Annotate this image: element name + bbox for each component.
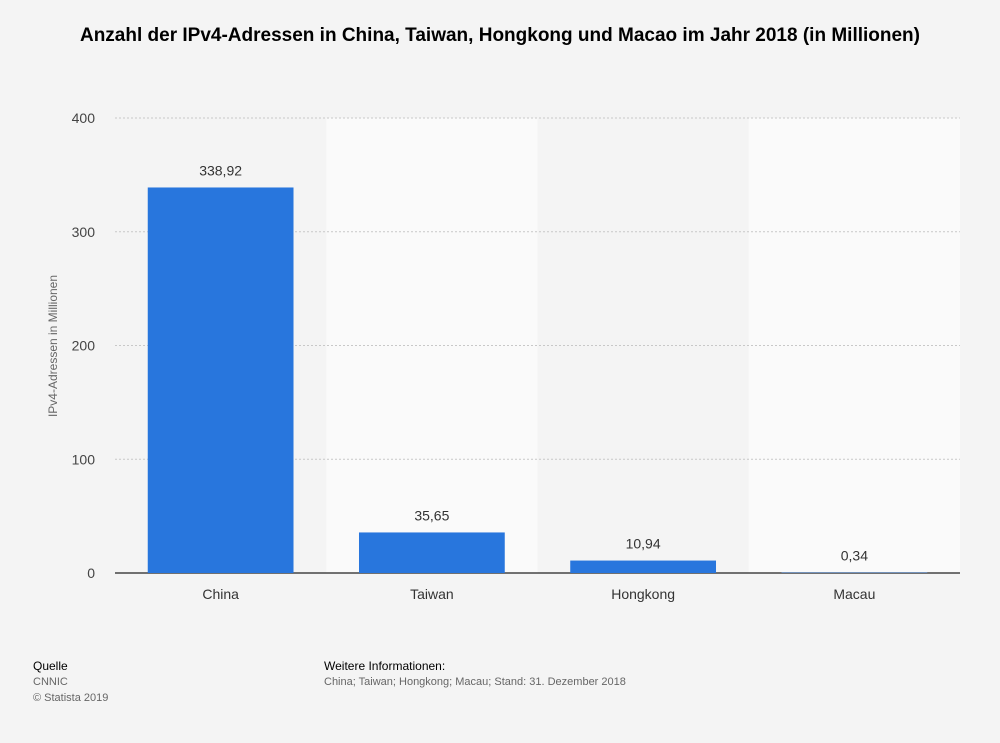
y-tick-label-300: 300 <box>72 224 96 240</box>
y-tick-label-100: 100 <box>72 451 96 467</box>
source-name: CNNIC <box>33 676 68 688</box>
x-tick-label-taiwan: Taiwan <box>410 586 454 602</box>
y-tick-label-400: 400 <box>72 110 96 126</box>
x-tick-label-china: China <box>202 586 239 602</box>
source-block: Quelle CNNIC © Statista 2019 <box>33 658 108 706</box>
bars <box>147 187 928 573</box>
y-tick-label-0: 0 <box>87 565 95 581</box>
data-label-macau: 0,34 <box>841 548 868 564</box>
bar-taiwan <box>358 532 505 573</box>
labels: 0 100 200 300 400 338,92 China 35,65 Taiwan 10,94… <box>72 110 876 602</box>
x-tick-label-macau: Macau <box>833 586 875 602</box>
x-tick-label-hongkong: Hongkong <box>611 586 675 602</box>
bar-china <box>147 187 294 573</box>
bar-hongkong <box>570 560 717 573</box>
data-label-hongkong: 10,94 <box>626 536 661 552</box>
info-text: China; Taiwan; Hongkong; Macau; Stand: 3… <box>324 676 626 688</box>
info-block: Weitere Informationen: China; Taiwan; Ho… <box>324 658 626 690</box>
bar-chart: 0 100 200 300 400 338,92 China 35,65 Taiwan 10,94… <box>46 110 960 602</box>
y-axis-label: IPv4-Adressen in Millionen <box>46 275 60 417</box>
copyright: © Statista 2019 <box>33 692 109 704</box>
data-label-taiwan: 35,65 <box>414 507 449 523</box>
y-tick-label-200: 200 <box>72 338 96 354</box>
info-heading: Weitere Informationen: <box>324 659 446 673</box>
source-heading: Quelle <box>33 659 68 673</box>
chart-title: Anzahl der IPv4-Adressen in China, Taiwa… <box>79 25 920 46</box>
data-label-china: 338,92 <box>199 162 242 178</box>
